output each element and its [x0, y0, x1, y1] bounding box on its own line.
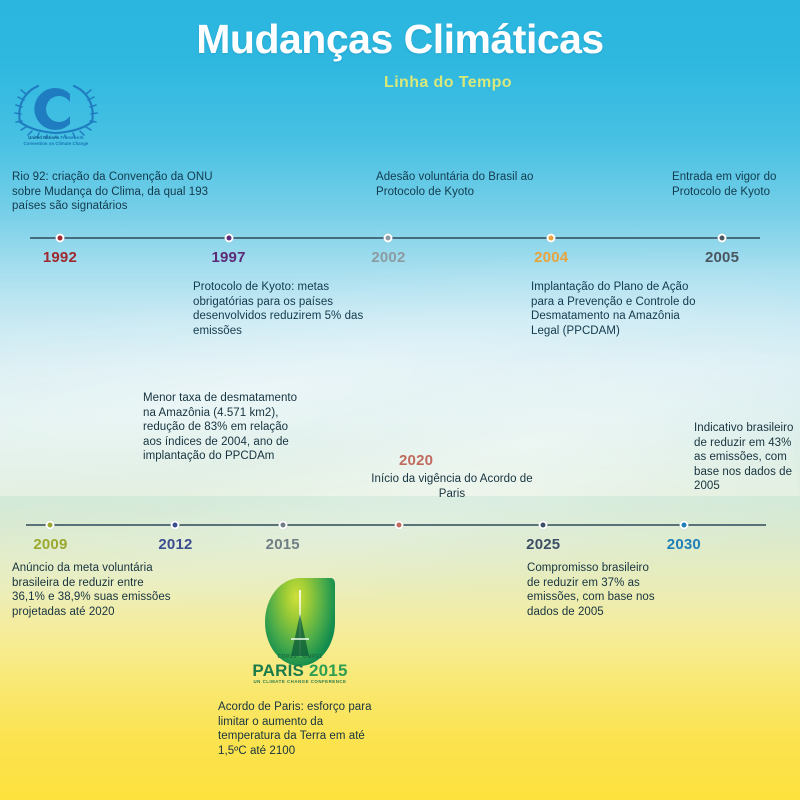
floating-year-2020: 2020 — [399, 452, 434, 469]
event-indicativo-2030: Indicativo brasileiro de reduzir em 43% … — [694, 422, 794, 492]
timeline-node-2015[interactable] — [278, 520, 288, 530]
unfccc-caption-rest: Framework — [60, 135, 84, 140]
timeline-year-label-2009: 2009 — [33, 536, 68, 553]
event-ppcdam: Implantação do Plano de Ação para a Prev… — [531, 281, 696, 337]
event-acordo-paris: Acordo de Paris: esforço para limitar o … — [218, 701, 372, 757]
timeline-node-1997[interactable] — [224, 233, 234, 243]
timeline-node-2025[interactable] — [538, 520, 548, 530]
event-menor-taxa: Menor taxa de desmatamento na Amazônia (… — [143, 392, 298, 462]
timeline-year-label-2002: 2002 — [371, 249, 406, 266]
unfccc-emblem-icon — [14, 84, 98, 142]
event-acordo-paris-vigencia: Início da vigência do Acordo de Paris — [371, 473, 533, 500]
timeline-node-2009[interactable] — [45, 520, 55, 530]
paris-logo-year: 2015 — [309, 661, 348, 680]
eiffel-tower-bar-icon — [291, 638, 309, 640]
timeline-node-2004[interactable] — [546, 233, 556, 243]
timeline-node-2012[interactable] — [170, 520, 180, 530]
event-kyoto-entry: Entrada em vigor do Protocolo de Kyoto — [672, 171, 777, 198]
event-rio92: Rio 92: criação da Convenção da ONU sobr… — [12, 171, 213, 212]
paris-logo-title: PARIS 2015 — [245, 661, 355, 681]
timeline-node-1992[interactable] — [55, 233, 65, 243]
timeline-year-label-2025: 2025 — [526, 536, 561, 553]
timeline-year-label-2004: 2004 — [534, 249, 569, 266]
event-anuncio-meta: Anúncio da meta voluntária brasileira de… — [12, 562, 171, 618]
page-subtitle: Linha do Tempo — [384, 74, 512, 91]
page-title: Mudanças Climáticas — [196, 16, 604, 62]
paris-2015-logo: COP21 · CMP11 PARIS 2015 UN CLIMATE CHAN… — [245, 578, 355, 690]
event-kyoto-protocol: Protocolo de Kyoto: metas obrigatórias p… — [193, 281, 364, 337]
timeline-year-label-1992: 1992 — [42, 249, 78, 266]
paris-logo-sub: UN CLIMATE CHANGE CONFERENCE — [253, 679, 347, 684]
eiffel-tower-icon — [291, 614, 309, 656]
timeline-year-label-2012: 2012 — [158, 536, 193, 553]
unfccc-caption-lead: United Nations — [28, 135, 60, 140]
unfccc-logo: United Nations Framework Convention on C… — [8, 78, 104, 160]
timeline-node-2005[interactable] — [717, 233, 727, 243]
timeline-axis-1 — [30, 237, 760, 239]
timeline-node-2030[interactable] — [679, 520, 689, 530]
event-compromisso-2025: Compromisso brasileiro de reduzir em 37%… — [527, 562, 655, 618]
timeline-node-2020[interactable] — [394, 520, 404, 530]
unfccc-logo-caption: United Nations Framework Convention on C… — [8, 135, 104, 147]
timeline-year-label-2015: 2015 — [265, 536, 300, 553]
paris-logo-city: PARIS — [252, 661, 305, 680]
timeline-year-label-1997: 1997 — [211, 249, 246, 266]
timeline-year-label-2005: 2005 — [704, 249, 740, 266]
timeline-node-2002[interactable] — [383, 233, 393, 243]
timeline-year-label-2030: 2030 — [666, 536, 701, 553]
paris-logo-cop: COP21 · CMP11 — [277, 654, 323, 660]
event-kyoto-adhesion: Adesão voluntária do Brasil ao Protocolo… — [376, 171, 534, 198]
unfccc-caption-line2: Convention on Climate Change — [23, 141, 89, 146]
